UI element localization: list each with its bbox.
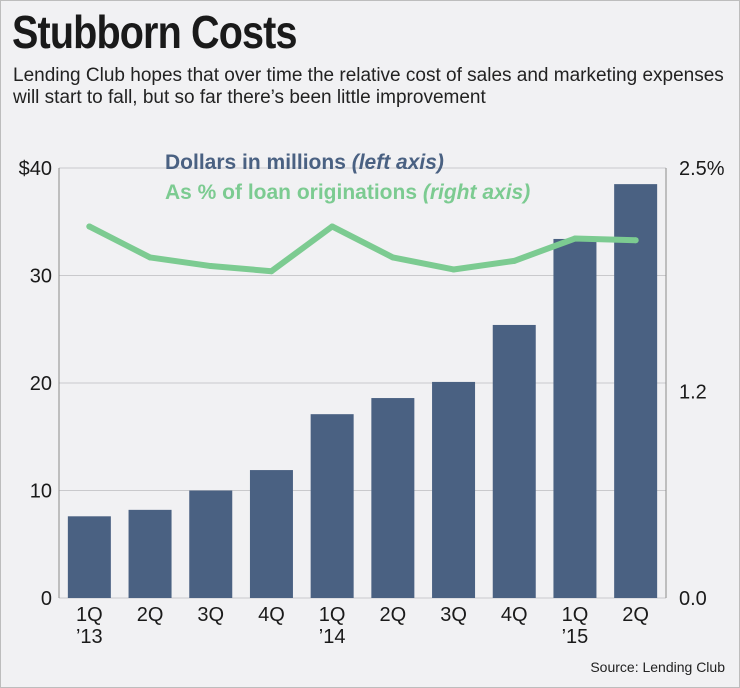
line-pct-point bbox=[450, 266, 457, 273]
x-axis-tick-label: 3Q bbox=[440, 604, 467, 626]
line-pct-series bbox=[86, 223, 639, 275]
x-axis-tick-label: ’13 bbox=[76, 626, 103, 648]
left-axis-tick-label: 20 bbox=[30, 373, 52, 395]
legend-pct-label: As % of loan originations bbox=[165, 181, 418, 204]
legend-dollars: Dollars in millions (left axis) bbox=[165, 151, 444, 175]
bar-dollars bbox=[371, 398, 415, 598]
bar-dollars bbox=[189, 490, 233, 598]
x-axis-tick-label: 4Q bbox=[258, 604, 285, 626]
line-pct-point bbox=[207, 263, 214, 270]
line-pct-point bbox=[632, 237, 639, 244]
x-axis-tick-label: 1Q bbox=[76, 604, 103, 626]
x-axis-tick-label: ’14 bbox=[319, 626, 346, 648]
chart-subtitle: Lending Club hopes that over time the re… bbox=[13, 65, 724, 108]
left-axis-tick-label: 10 bbox=[30, 481, 52, 503]
line-pct-point bbox=[268, 268, 275, 275]
x-axis-tick-label: 2Q bbox=[137, 604, 164, 626]
line-pct-point bbox=[571, 235, 578, 242]
bar-dollars bbox=[553, 238, 597, 598]
x-axis-tick-label: 2Q bbox=[380, 604, 407, 626]
line-pct-point bbox=[329, 223, 336, 230]
bar-dollars bbox=[128, 509, 172, 598]
line-pct-point bbox=[147, 254, 154, 261]
bar-dollars bbox=[310, 414, 354, 598]
left-axis-tick-label: $40 bbox=[19, 158, 52, 180]
bar-dollars bbox=[614, 184, 658, 598]
line-pct-point bbox=[86, 223, 93, 230]
left-axis-tick-label: 0 bbox=[41, 588, 52, 610]
x-axis-tick-label: ’15 bbox=[562, 626, 589, 648]
x-axis-tick-label: 1Q bbox=[319, 604, 346, 626]
x-axis-tick-label: 1Q bbox=[562, 604, 589, 626]
chart-title: Stubborn Costs bbox=[12, 6, 298, 58]
left-axis-tick-label: 30 bbox=[30, 266, 52, 288]
bar-dollars bbox=[492, 324, 536, 598]
right-axis-tick-label: 1.2 bbox=[679, 382, 707, 404]
legend-dollars-label: Dollars in millions bbox=[165, 151, 346, 174]
right-axis-tick-label: 0.0 bbox=[679, 588, 707, 610]
bar-dollars bbox=[432, 381, 476, 598]
bar-dollars bbox=[249, 470, 293, 598]
legend-pct-axis-note: (right axis) bbox=[422, 181, 531, 204]
x-axis-tick-label: 2Q bbox=[622, 604, 649, 626]
x-axis-tick-label: 3Q bbox=[197, 604, 224, 626]
x-axis-tick-label: 4Q bbox=[501, 604, 528, 626]
source-note: Source: Lending Club bbox=[590, 659, 725, 675]
legend-pct: As % of loan originations (right axis) bbox=[165, 181, 530, 205]
right-axis-tick-label: 2.5% bbox=[679, 158, 725, 180]
line-pct-point bbox=[389, 254, 396, 261]
bar-dollars bbox=[67, 516, 111, 598]
legend-dollars-axis-note: (left axis) bbox=[351, 151, 444, 174]
line-pct-point bbox=[511, 257, 518, 264]
